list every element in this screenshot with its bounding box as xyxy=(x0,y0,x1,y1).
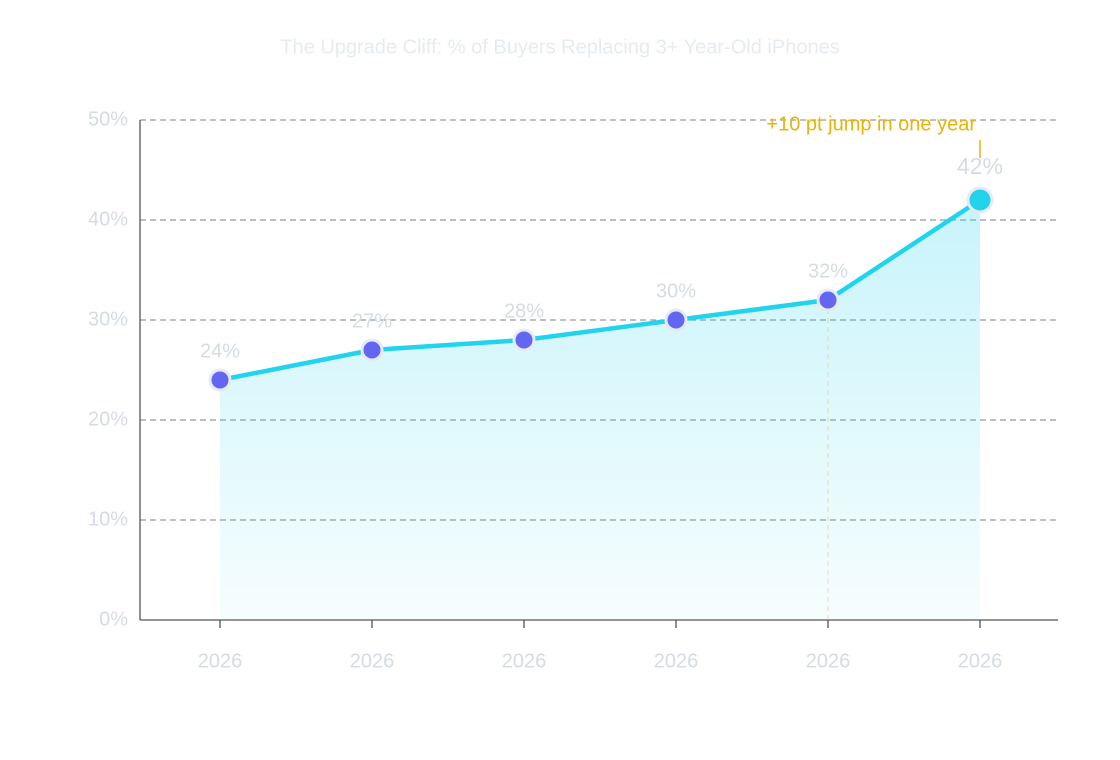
x-tick-label: 2026 xyxy=(806,650,851,672)
line xyxy=(219,198,982,383)
marker xyxy=(512,328,536,352)
value-label: 30% xyxy=(656,280,696,302)
y-tick-label: 20% xyxy=(88,408,128,430)
x-tick-label: 2026 xyxy=(502,650,547,672)
chart-title: The Upgrade Cliff: % of Buyers Replacing… xyxy=(280,36,839,58)
y-tick-label: 0% xyxy=(99,608,128,630)
value-label: 28% xyxy=(504,300,544,322)
value-label: 27% xyxy=(352,310,392,332)
area xyxy=(220,200,980,620)
value-label: 32% xyxy=(808,260,848,282)
y-tick-label: 40% xyxy=(88,208,128,230)
annotation: +10 pt jump in one year xyxy=(766,113,976,135)
x-tick-label: 2026 xyxy=(198,650,243,672)
marker xyxy=(208,368,232,392)
marker xyxy=(816,288,840,312)
marker xyxy=(664,308,688,332)
x-tick-label: 2026 xyxy=(350,650,395,672)
value-label: 24% xyxy=(200,340,240,362)
y-tick-label: 10% xyxy=(88,508,128,530)
marker xyxy=(360,338,384,362)
x-tick-label: 2026 xyxy=(958,650,1003,672)
y-tick-label: 50% xyxy=(88,108,128,130)
marker xyxy=(966,186,994,214)
x-tick-label: 2026 xyxy=(654,650,699,672)
y-tick-label: 30% xyxy=(88,308,128,330)
